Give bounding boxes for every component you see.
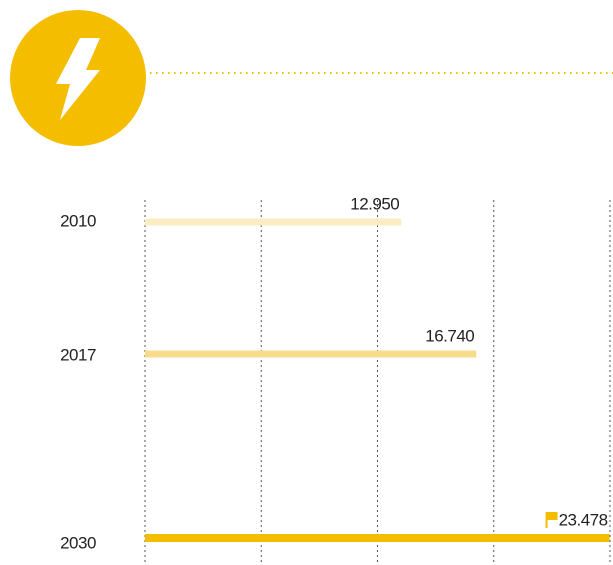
bar — [145, 534, 610, 542]
value-label: 23.478 — [559, 510, 608, 529]
header-icon — [10, 10, 146, 146]
y-tick-label: 2010 — [60, 211, 96, 230]
y-tick-label: 2030 — [60, 533, 96, 552]
bar — [145, 218, 402, 226]
value-label: 12.950 — [350, 194, 399, 213]
value-label: 16.740 — [425, 326, 474, 345]
y-tick-label: 2017 — [60, 345, 96, 364]
flag-icon — [545, 512, 558, 528]
lightning-icon — [56, 38, 100, 120]
bar — [145, 350, 477, 358]
